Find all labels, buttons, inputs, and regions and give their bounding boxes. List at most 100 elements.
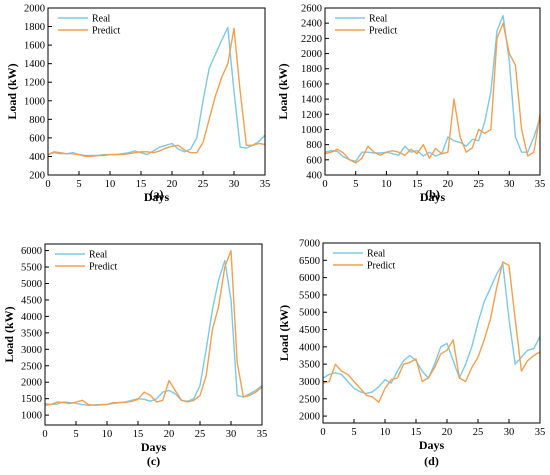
x-tick-label-1-10: 10 <box>381 179 392 190</box>
x-tick-label-1-0: 0 <box>322 179 327 190</box>
x-tick-label-2-30: 30 <box>226 429 237 440</box>
y-axis-label-3: Load (kW) <box>277 305 291 361</box>
x-tick-label-0-20: 20 <box>167 179 178 190</box>
y-tick-label-1-2200: 2200 <box>301 34 322 45</box>
legend-label-real-0: Real <box>92 14 111 25</box>
y-tick-label-1-2600: 2600 <box>301 4 322 15</box>
plot-frame-1 <box>324 7 541 176</box>
legend-label-predict-2: Predict <box>89 262 118 273</box>
y-tick-label-0-800: 800 <box>29 115 45 126</box>
x-tick-label-2-10: 10 <box>102 429 113 440</box>
plot-frame-3 <box>322 242 541 424</box>
x-tick-label-3-30: 30 <box>504 427 515 438</box>
series-line-real-1 <box>324 14 541 163</box>
series-line-predict-2 <box>44 249 263 406</box>
y-tick-label-1-400: 400 <box>306 171 322 182</box>
y-tick-label-2-1000: 1000 <box>21 411 42 422</box>
y-tick-label-3-2000: 2000 <box>299 412 320 423</box>
x-tick-label-1-35: 35 <box>535 179 546 190</box>
y-tick-label-1-1600: 1600 <box>301 79 322 90</box>
y-tick-label-2-5000: 5000 <box>21 279 42 290</box>
series-line-predict-3 <box>322 261 541 403</box>
y-tick-label-0-1200: 1200 <box>24 78 45 89</box>
y-tick-label-0-1400: 1400 <box>24 59 45 70</box>
y-tick-label-1-800: 800 <box>306 140 322 151</box>
panel-caption-1: (b) <box>425 187 440 201</box>
x-tick-label-3-10: 10 <box>380 427 391 438</box>
x-tick-label-2-35: 35 <box>257 429 268 440</box>
x-tick-label-0-30: 30 <box>229 179 240 190</box>
legend-label-real-3: Real <box>367 249 386 260</box>
y-tick-label-3-7000: 7000 <box>299 239 320 250</box>
x-tick-label-3-20: 20 <box>442 427 453 438</box>
y-tick-label-2-3000: 3000 <box>21 345 42 356</box>
series-line-predict-1 <box>324 22 541 164</box>
y-tick-label-1-600: 600 <box>306 155 322 166</box>
x-tick-label-0-0: 0 <box>45 179 50 190</box>
y-tick-label-3-4000: 4000 <box>299 342 320 353</box>
y-tick-label-0-1000: 1000 <box>24 96 45 107</box>
panel-caption-2: (c) <box>147 454 160 468</box>
y-tick-label-0-600: 600 <box>29 133 45 144</box>
y-tick-label-2-5500: 5500 <box>21 263 42 274</box>
y-axis-label-1: Load (kW) <box>276 63 290 119</box>
legend-label-predict-0: Predict <box>92 26 121 37</box>
x-tick-label-2-0: 0 <box>42 429 47 440</box>
legend-label-real-2: Real <box>89 250 108 261</box>
x-tick-label-0-15: 15 <box>136 179 147 190</box>
x-tick-label-1-25: 25 <box>473 179 484 190</box>
panel-caption-0: (a) <box>150 187 164 201</box>
x-axis-label-2: Days <box>141 440 167 454</box>
plot-frame-0 <box>47 7 266 176</box>
x-tick-label-3-5: 5 <box>351 427 356 438</box>
x-tick-label-1-30: 30 <box>504 179 515 190</box>
y-tick-label-3-5500: 5500 <box>299 290 320 301</box>
series-line-real-0 <box>47 26 266 157</box>
series-line-predict-0 <box>47 27 266 158</box>
x-axis-label-3: Days <box>419 438 445 452</box>
y-tick-label-1-2400: 2400 <box>301 19 322 30</box>
y-tick-label-2-4500: 4500 <box>21 295 42 306</box>
x-tick-label-2-20: 20 <box>164 429 175 440</box>
panel-caption-3: (d) <box>424 454 439 468</box>
y-tick-label-1-1400: 1400 <box>301 95 322 106</box>
y-tick-label-3-5000: 5000 <box>299 308 320 319</box>
x-tick-label-1-5: 5 <box>353 179 358 190</box>
y-tick-label-3-3500: 3500 <box>299 360 320 371</box>
plot-frame-2 <box>44 243 263 426</box>
x-axis-label-1: Days <box>420 190 446 204</box>
x-tick-label-2-25: 25 <box>195 429 206 440</box>
y-tick-label-0-1800: 1800 <box>24 22 45 33</box>
x-tick-label-0-10: 10 <box>105 179 116 190</box>
y-tick-label-0-200: 200 <box>29 171 45 182</box>
y-tick-label-0-1600: 1600 <box>24 41 45 52</box>
legend-label-predict-1: Predict <box>369 26 398 37</box>
y-tick-label-1-1200: 1200 <box>301 110 322 121</box>
y-tick-label-1-1000: 1000 <box>301 125 322 136</box>
legend-label-predict-3: Predict <box>367 261 396 272</box>
y-tick-label-2-6000: 6000 <box>21 246 42 257</box>
y-tick-label-2-2000: 2000 <box>21 378 42 389</box>
y-tick-label-2-4000: 4000 <box>21 312 42 323</box>
y-tick-label-3-4500: 4500 <box>299 325 320 336</box>
x-tick-label-0-25: 25 <box>198 179 209 190</box>
x-tick-label-3-0: 0 <box>320 427 325 438</box>
x-tick-label-3-15: 15 <box>411 427 422 438</box>
x-tick-label-2-15: 15 <box>133 429 144 440</box>
y-tick-label-3-2500: 2500 <box>299 394 320 405</box>
y-tick-label-2-1500: 1500 <box>21 394 42 405</box>
series-line-real-2 <box>44 259 263 406</box>
y-tick-label-1-2000: 2000 <box>301 49 322 60</box>
y-tick-label-3-6500: 6500 <box>299 256 320 267</box>
legend-label-real-1: Real <box>369 14 388 25</box>
x-tick-label-1-15: 15 <box>412 179 423 190</box>
y-tick-label-2-3500: 3500 <box>21 328 42 339</box>
series-line-real-3 <box>322 263 541 395</box>
x-tick-label-1-20: 20 <box>443 179 454 190</box>
y-tick-label-0-400: 400 <box>29 152 45 163</box>
x-tick-label-0-35: 35 <box>260 179 271 190</box>
y-tick-label-1-1800: 1800 <box>301 64 322 75</box>
y-tick-label-3-3000: 3000 <box>299 377 320 388</box>
y-tick-label-2-2500: 2500 <box>21 361 42 372</box>
